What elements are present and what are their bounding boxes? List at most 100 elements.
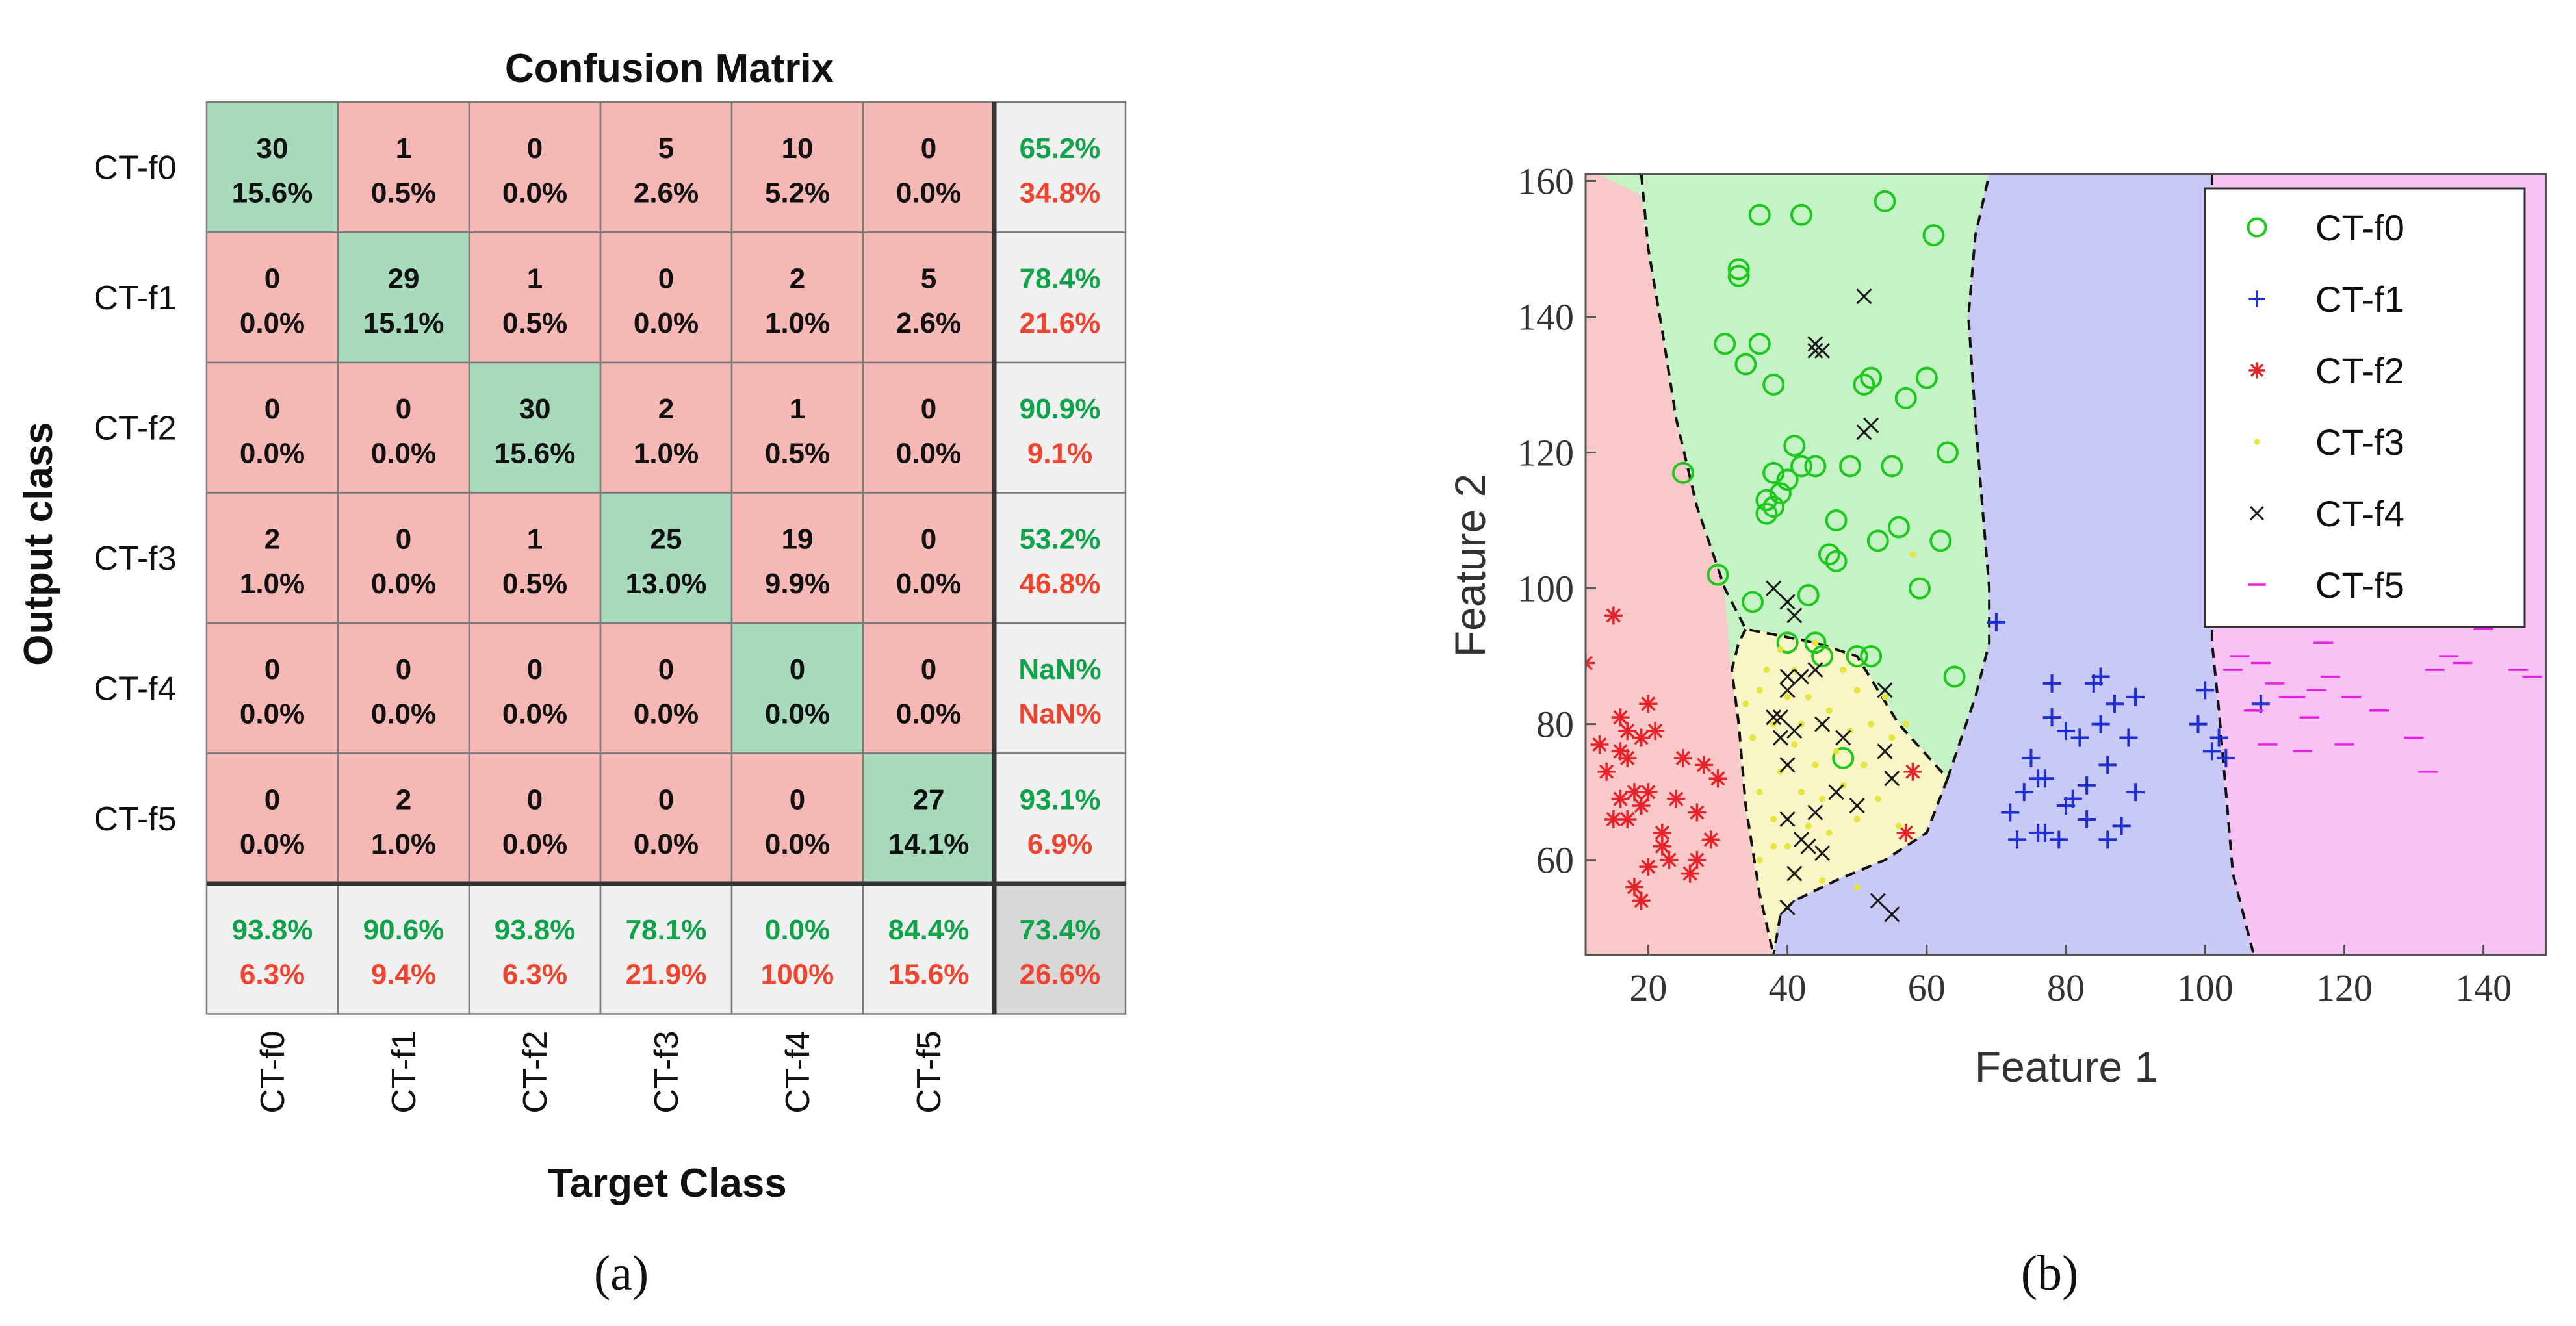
cell-count: 0 — [921, 524, 936, 555]
point-ct-f0 — [1762, 374, 1785, 396]
cell-count: 73.4% — [1020, 914, 1101, 946]
confusion-matrix-title: Confusion Matrix — [505, 46, 834, 91]
cell-count: 27 — [913, 784, 945, 816]
point-ct-f2 — [1653, 823, 1671, 842]
cell-count: 0 — [396, 654, 411, 685]
legend-marker-ct-f0 — [2247, 217, 2267, 238]
cell-count: 0 — [790, 654, 805, 685]
scatter-points — [1586, 190, 2542, 923]
matrix-cell — [205, 882, 339, 1015]
point-ct-f0 — [1748, 333, 1771, 355]
point-ct-f0 — [1838, 455, 1861, 478]
point-ct-f2 — [1618, 810, 1637, 828]
point-ct-f0 — [1727, 264, 1750, 287]
matrix-cell — [599, 101, 733, 233]
point-ct-f4 — [1884, 906, 1900, 923]
cell-count: 0 — [264, 263, 280, 295]
cell-percent: 6.3% — [240, 958, 305, 990]
cell-percent: 2.6% — [896, 307, 961, 339]
point-ct-f3 — [1791, 741, 1798, 748]
point-ct-f0 — [1783, 435, 1806, 457]
point-ct-f1 — [2098, 830, 2117, 849]
y-tick-label: 120 — [1517, 432, 1574, 474]
point-ct-f3 — [1902, 720, 1909, 728]
point-ct-f2 — [1639, 783, 1658, 802]
cell-percent: 15.6% — [232, 177, 313, 209]
point-ct-f1 — [2202, 742, 2221, 761]
row-label: CT-f4 — [94, 670, 176, 708]
point-ct-f3 — [1895, 822, 1902, 830]
point-ct-f4 — [1835, 730, 1851, 746]
point-ct-f1 — [2022, 748, 2041, 767]
matrix-cell — [862, 101, 996, 233]
point-ct-f3 — [1833, 748, 1840, 755]
legend-label: CT-f1 — [2315, 279, 2404, 320]
point-ct-f4 — [1766, 709, 1782, 726]
point-ct-f2 — [1896, 823, 1915, 842]
point-ct-f0 — [1943, 665, 1966, 688]
point-ct-f0 — [1790, 203, 1813, 226]
cell-count: 53.2% — [1020, 524, 1101, 555]
point-ct-f2 — [1625, 878, 1643, 897]
cell-count: 0 — [921, 393, 936, 425]
cell-count: 0 — [658, 654, 674, 685]
point-ct-f3 — [1770, 843, 1777, 850]
cell-percent: 0.5% — [502, 307, 567, 339]
cell-count: 1 — [396, 133, 411, 164]
boundary-line — [1730, 628, 1775, 955]
cell-count: 0 — [264, 654, 280, 685]
column-label: CT-f1 — [385, 1030, 423, 1113]
point-ct-f0 — [1881, 455, 1903, 478]
legend-marker-ct-f3 — [2254, 439, 2260, 445]
matrix-cell — [730, 361, 864, 494]
matrix-cell — [730, 882, 864, 1015]
point-ct-f1 — [2050, 830, 2068, 849]
panel-label-a: (a) — [594, 1246, 649, 1301]
cell-count: 0 — [658, 784, 674, 816]
legend-label: CT-f5 — [2315, 565, 2404, 606]
row-label: CT-f3 — [94, 540, 176, 578]
point-ct-f3 — [1805, 822, 1812, 830]
cell-count: 0.0% — [765, 914, 830, 946]
point-ct-f1 — [2196, 681, 2215, 700]
point-ct-f4 — [1884, 771, 1900, 787]
scatter-panel: 20 40 60 80 100 120 140 60 80 100 120 140 160 Featur… — [1446, 160, 2547, 1301]
point-ct-f4 — [1779, 811, 1796, 828]
point-ct-f4 — [1814, 845, 1831, 861]
point-ct-f4 — [1779, 757, 1796, 773]
row-labels: CT-f0 CT-f1 CT-f2 CT-f3 CT-f4 CT-f5 — [94, 149, 176, 838]
point-ct-f0 — [1846, 645, 1868, 668]
point-ct-f0 — [1748, 203, 1771, 226]
cell-percent: 0.5% — [765, 437, 830, 469]
column-label: CT-f0 — [254, 1030, 292, 1113]
matrix-cell — [337, 492, 470, 624]
boundary-line — [1640, 174, 1991, 782]
point-ct-f1 — [2057, 722, 2075, 741]
point-ct-f4 — [1877, 743, 1893, 759]
point-ct-f4 — [1828, 784, 1844, 800]
cell-percent: 6.9% — [1027, 828, 1092, 860]
cell-percent: 1.0% — [371, 828, 436, 860]
cell-count: 0 — [527, 784, 543, 816]
point-ct-f3 — [1868, 720, 1875, 728]
row-label: CT-f1 — [94, 279, 176, 317]
cell-percent: 0.0% — [896, 437, 961, 469]
matrix-cell — [468, 752, 602, 885]
x-tick-label: 80 — [2047, 967, 2085, 1009]
cell-percent: 15.6% — [888, 958, 970, 990]
matrix-cell — [730, 752, 864, 885]
x-tick-label: 40 — [1769, 967, 1807, 1009]
cell-count: 25 — [650, 524, 682, 555]
cell-percent: 5.2% — [765, 177, 830, 209]
cell-percent: 0.0% — [240, 828, 305, 860]
point-ct-f1 — [2035, 823, 2054, 842]
point-ct-f1 — [2126, 687, 2145, 706]
legend: CT-f0 CT-f1 CT-f2 CT-f3 CT-f4 CT-f5 — [2204, 187, 2526, 628]
cell-percent: 34.8% — [1020, 177, 1101, 209]
matrix-cell — [205, 752, 339, 885]
point-ct-f0 — [1755, 502, 1778, 525]
matrix-cell — [205, 101, 339, 233]
cell-percent: 13.0% — [626, 568, 707, 600]
point-ct-f2 — [1653, 837, 1671, 856]
cell-percent: 0.0% — [371, 698, 436, 730]
